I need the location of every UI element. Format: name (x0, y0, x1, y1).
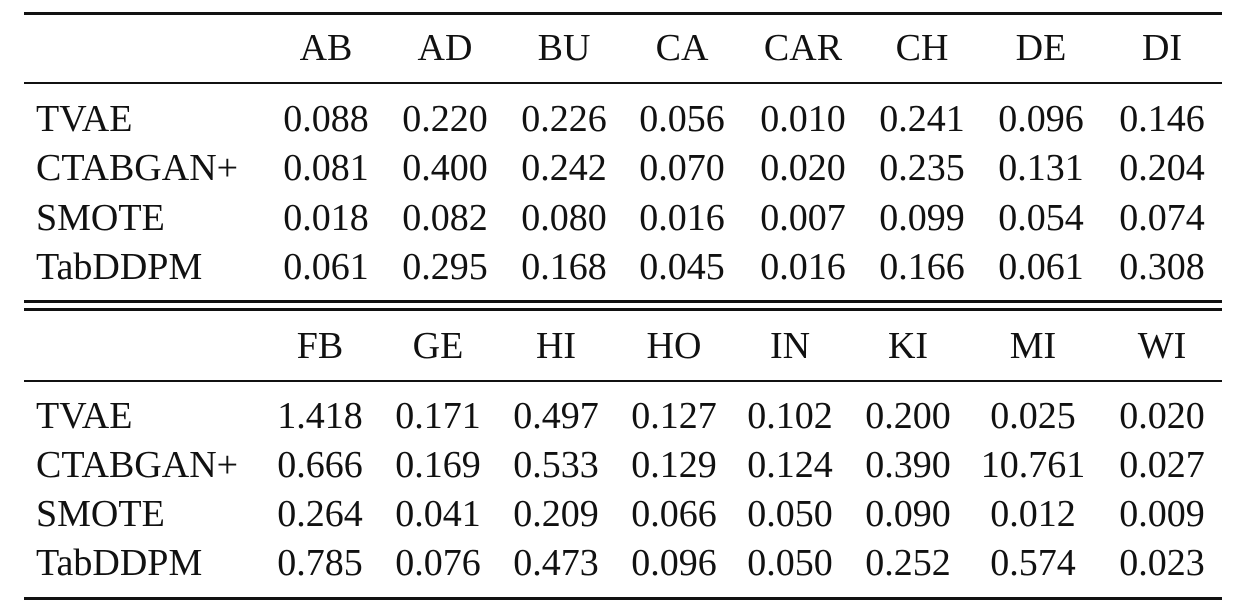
column-header-ab: AB (299, 27, 353, 69)
table-cell: 0.264 (277, 493, 363, 535)
table-cell: 0.076 (395, 542, 481, 584)
table-cell: 0.102 (747, 395, 833, 437)
top-rule (24, 12, 1222, 15)
table-cell: 0.124 (747, 444, 833, 486)
table-cell: 0.574 (990, 542, 1076, 584)
column-header-de: DE (1015, 27, 1067, 69)
header-rule-1 (24, 82, 1222, 84)
table-cell: 0.056 (639, 98, 725, 140)
column-header-fb: FB (296, 325, 344, 367)
table-cell: 0.226 (521, 98, 607, 140)
table-cell: 0.252 (865, 542, 951, 584)
table-cell: 0.088 (283, 98, 369, 140)
table-cell: 0.166 (879, 246, 965, 288)
table-cell: 0.041 (395, 493, 481, 535)
table-cell: 0.027 (1119, 444, 1205, 486)
table-cell: 0.054 (998, 197, 1084, 239)
table-cell: 0.533 (513, 444, 599, 486)
table-cell: 0.016 (639, 197, 725, 239)
table-cell: 0.020 (1119, 395, 1205, 437)
table-cell: 10.761 (980, 444, 1086, 486)
table-cell: 0.127 (631, 395, 717, 437)
table-cell: 0.016 (760, 246, 846, 288)
double-rule-b (24, 308, 1222, 311)
table-cell: 1.418 (277, 395, 363, 437)
column-header-hi: HI (535, 325, 577, 367)
table-cell: 0.209 (513, 493, 599, 535)
table-cell: 0.061 (998, 246, 1084, 288)
table-cell: 0.473 (513, 542, 599, 584)
table-cell: 0.390 (865, 444, 951, 486)
table-cell: 0.242 (521, 147, 607, 189)
table-cell: 0.025 (990, 395, 1076, 437)
table-cell: 0.096 (631, 542, 717, 584)
table-cell: 0.009 (1119, 493, 1205, 535)
table-cell: 0.012 (990, 493, 1076, 535)
column-header-ca: CA (655, 27, 709, 69)
column-header-ch: CH (895, 27, 949, 69)
table-cell: 0.400 (402, 147, 488, 189)
table-cell: 0.081 (283, 147, 369, 189)
column-header-car: CAR (763, 27, 843, 69)
table-cell: 0.169 (395, 444, 481, 486)
column-header-wi: WI (1137, 325, 1187, 367)
row-label-smote: SMOTE (36, 197, 165, 239)
column-header-ad: AD (417, 27, 473, 69)
table-cell: 0.050 (747, 493, 833, 535)
column-header-mi: MI (1009, 325, 1057, 367)
table-cell: 0.023 (1119, 542, 1205, 584)
table-cell: 0.295 (402, 246, 488, 288)
table-cell: 0.018 (283, 197, 369, 239)
table-cell: 0.061 (283, 246, 369, 288)
column-header-ge: GE (412, 325, 464, 367)
table-cell: 0.096 (998, 98, 1084, 140)
row-label-tabddpm: TabDDPM (36, 246, 203, 288)
table-cell: 0.066 (631, 493, 717, 535)
header-rule-2 (24, 380, 1222, 382)
table-cell: 0.007 (760, 197, 846, 239)
table-cell: 0.497 (513, 395, 599, 437)
table-cell: 0.146 (1119, 98, 1205, 140)
bottom-rule (24, 597, 1222, 600)
table-cell: 0.204 (1119, 147, 1205, 189)
table-cell: 0.785 (277, 542, 363, 584)
table-cell: 0.045 (639, 246, 725, 288)
table-cell: 0.090 (865, 493, 951, 535)
row-label-tabddpm: TabDDPM (36, 542, 203, 584)
table-cell: 0.074 (1119, 197, 1205, 239)
table-cell: 0.050 (747, 542, 833, 584)
table-cell: 0.200 (865, 395, 951, 437)
column-header-di: DI (1141, 27, 1183, 69)
table-cell: 0.070 (639, 147, 725, 189)
table-cell: 0.666 (277, 444, 363, 486)
double-rule-a (24, 300, 1222, 303)
table-cell: 0.129 (631, 444, 717, 486)
column-header-ki: KI (887, 325, 929, 367)
table-cell: 0.010 (760, 98, 846, 140)
row-label-tvae: TVAE (36, 395, 133, 437)
table-cell: 0.131 (998, 147, 1084, 189)
table-cell: 0.171 (395, 395, 481, 437)
table-cell: 0.099 (879, 197, 965, 239)
table-cell: 0.020 (760, 147, 846, 189)
table-cell: 0.168 (521, 246, 607, 288)
column-header-in: IN (769, 325, 811, 367)
table-cell: 0.080 (521, 197, 607, 239)
row-label-tvae: TVAE (36, 98, 133, 140)
table-cell: 0.308 (1119, 246, 1205, 288)
row-label-ctabgan: CTABGAN+ (36, 147, 239, 189)
row-label-smote: SMOTE (36, 493, 165, 535)
column-header-bu: BU (537, 27, 591, 69)
table-cell: 0.082 (402, 197, 488, 239)
table-cell: 0.241 (879, 98, 965, 140)
column-header-ho: HO (646, 325, 702, 367)
table-cell: 0.235 (879, 147, 965, 189)
table-cell: 0.220 (402, 98, 488, 140)
row-label-ctabgan: CTABGAN+ (36, 444, 239, 486)
